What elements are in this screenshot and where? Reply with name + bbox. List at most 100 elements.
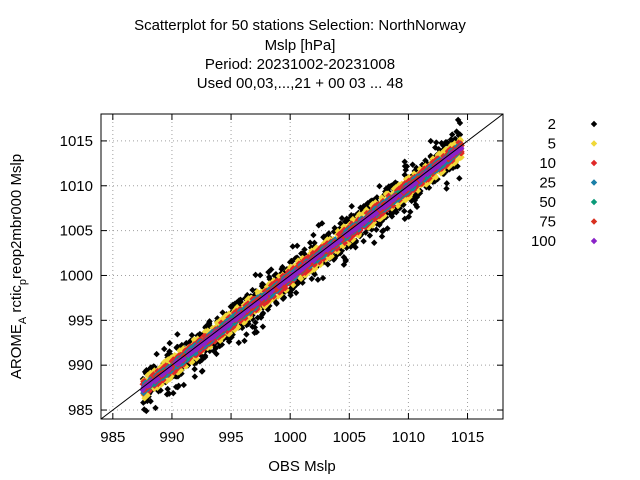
point-2 [310, 231, 317, 239]
point-2 [407, 208, 414, 216]
point-5 [141, 395, 148, 402]
point-2 [252, 271, 259, 279]
point-2 [449, 131, 456, 138]
point-2 [425, 184, 433, 191]
point-2 [388, 210, 395, 218]
y-tick-label: 1000 [60, 267, 93, 284]
y-tick-label: 1015 [60, 133, 93, 150]
x-tick-label: 985 [100, 429, 125, 446]
point-2 [449, 138, 456, 145]
legend-label-75: 75 [539, 214, 556, 231]
y-label-sub1: A [17, 316, 29, 324]
point-2 [427, 137, 434, 145]
point-2 [170, 389, 177, 397]
point-5 [176, 347, 183, 354]
point-2 [251, 329, 258, 336]
point-2 [243, 331, 250, 338]
point-2 [348, 203, 355, 210]
point-2 [399, 201, 406, 208]
point-2 [235, 339, 242, 346]
x-tick-label: 1000 [273, 429, 306, 446]
point-2 [376, 182, 383, 190]
point-5 [194, 335, 201, 342]
point-2 [401, 207, 408, 215]
legend-marker-5 [590, 140, 598, 147]
title-line-1: Scatterplot for 50 stations Selection: N… [134, 17, 466, 34]
point-2 [249, 315, 256, 323]
point-2 [256, 272, 264, 279]
point-5 [345, 240, 352, 247]
point-100 [276, 281, 284, 288]
point-100 [152, 376, 159, 383]
y-label-tail: reop2mbr000 Mslp [8, 154, 25, 279]
y-tick-label: 1010 [60, 178, 93, 195]
legend-marker-100 [590, 237, 598, 245]
point-2 [456, 131, 464, 138]
point-2 [197, 352, 205, 359]
y-label-sub2: p [17, 279, 29, 285]
point-2 [174, 331, 181, 338]
point-2 [319, 274, 327, 282]
point-2 [175, 382, 182, 389]
point-5 [394, 202, 402, 210]
legend-marker-75 [590, 218, 598, 225]
y-tick-label: 1005 [60, 223, 93, 240]
point-5 [160, 359, 168, 366]
scatter-points [139, 116, 465, 415]
x-tick-label: 990 [159, 429, 184, 446]
series-100 [139, 144, 465, 394]
point-2 [161, 345, 168, 353]
point-2 [198, 368, 206, 375]
legend-marker-2 [590, 120, 598, 128]
plot-area [100, 113, 504, 420]
point-2 [155, 388, 162, 395]
point-2 [241, 337, 248, 345]
point-2 [340, 261, 348, 268]
point-2 [456, 175, 463, 182]
point-100 [140, 384, 147, 391]
point-2 [289, 243, 296, 250]
point-100 [261, 293, 268, 300]
point-2 [435, 146, 442, 153]
point-2 [292, 289, 300, 296]
point-2 [314, 276, 322, 283]
point-2 [342, 256, 349, 264]
legend-label-10: 10 [539, 155, 556, 172]
point-2 [360, 237, 367, 245]
point-2 [153, 350, 160, 358]
x-tick-label: 1005 [333, 429, 366, 446]
point-2 [308, 275, 315, 282]
point-100 [381, 203, 388, 211]
legend-label-2: 2 [548, 116, 556, 133]
point-2 [413, 203, 421, 211]
point-2 [318, 220, 326, 227]
point-10 [426, 174, 433, 182]
y-tick-label: 995 [68, 312, 93, 329]
point-2 [442, 139, 449, 146]
point-100 [336, 236, 344, 243]
point-2 [350, 239, 357, 247]
x-tick-label: 1015 [451, 429, 484, 446]
point-2 [337, 220, 344, 227]
legend-marker-25 [590, 179, 598, 186]
point-2 [259, 323, 267, 330]
point-2 [438, 139, 445, 147]
x-tick-label: 1010 [392, 429, 425, 446]
point-10 [200, 332, 208, 340]
point-100 [139, 386, 146, 394]
point-2 [227, 303, 235, 310]
point-100 [347, 228, 354, 235]
point-2 [453, 128, 460, 135]
point-2 [370, 239, 378, 246]
legend-marker-10 [590, 159, 598, 167]
point-10 [458, 149, 465, 157]
point-2 [401, 215, 408, 223]
point-5 [402, 175, 410, 183]
point-100 [357, 220, 364, 228]
point-100 [343, 230, 350, 238]
point-2 [188, 331, 196, 339]
y-tick-label: 985 [68, 402, 93, 419]
point-100 [145, 380, 152, 387]
point-100 [332, 239, 340, 247]
